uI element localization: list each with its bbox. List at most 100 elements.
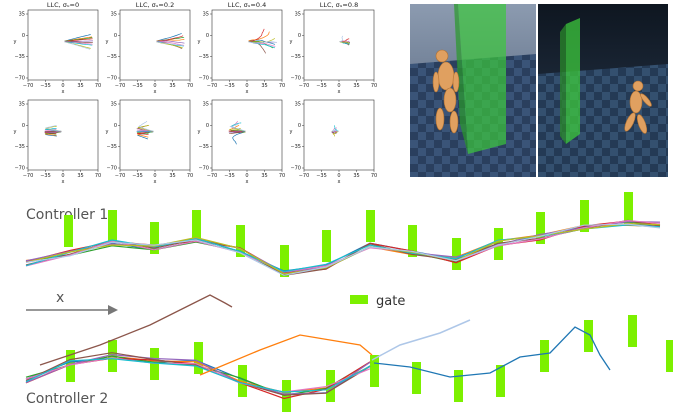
trajectory-line: [232, 131, 246, 145]
gate: [540, 340, 549, 372]
y-tick-label: −35: [198, 144, 209, 150]
controller-2-trajectory: [25, 357, 371, 393]
y-tick-label: −70: [198, 166, 209, 172]
gate-wall: [566, 18, 580, 144]
character-figure: [624, 80, 652, 134]
y-axis-label: y: [198, 39, 201, 45]
gate: [412, 362, 421, 394]
trajectory-line: [156, 33, 182, 42]
controller-2-trajectory: [371, 319, 471, 361]
y-axis-label: y: [14, 39, 17, 45]
x-axis-label: x: [338, 89, 341, 95]
trajectory-panel-r2-c4: −70 −35 0 35 70 35 0 −35 −70 x y: [290, 99, 377, 185]
x-axis-label: x: [154, 179, 157, 185]
trajectory-line: [64, 38, 93, 42]
trajectory-panel-r2-c3: −70 −35 0 35 70 35 0 −35 −70 x y: [198, 99, 285, 185]
gate: [408, 225, 417, 257]
y-tick-label: 0: [298, 123, 301, 129]
character-figure: [432, 49, 460, 134]
y-tick-label: 0: [114, 33, 117, 39]
x-tick-label: −35: [224, 83, 235, 89]
x-tick-label: 0: [153, 173, 156, 179]
gate: [628, 315, 637, 347]
y-axis-label: y: [290, 129, 293, 135]
y-tick-label: −35: [290, 54, 301, 60]
x-tick-label: 0: [61, 83, 64, 89]
controller-2-label: Controller 2: [26, 391, 108, 407]
x-tick-label: 0: [245, 83, 248, 89]
trajectory-line: [332, 131, 339, 137]
trajectory-line: [64, 41, 93, 44]
x-tick-label: 0: [61, 173, 64, 179]
gate: [666, 340, 673, 372]
x-tick-label: 35: [169, 173, 175, 179]
gate: [536, 212, 545, 244]
y-tick-label: 35: [295, 12, 301, 18]
y-tick-label: −70: [198, 76, 209, 82]
trajectory-line: [64, 34, 91, 42]
x-axis-label: x: [154, 89, 157, 95]
y-tick-label: −35: [106, 54, 117, 60]
y-tick-label: −35: [14, 54, 25, 60]
y-tick-label: −70: [290, 166, 301, 172]
direction-arrow: [26, 305, 118, 315]
x-tick-label: 35: [261, 173, 267, 179]
panel-title: LLC, σᵤ=0: [47, 1, 79, 9]
y-tick-label: 0: [114, 123, 117, 129]
trajectory-line: [334, 125, 339, 132]
x-tick-label: 35: [77, 173, 83, 179]
y-tick-label: −70: [290, 76, 301, 82]
trajectory-panel-r2-c1: −70 −35 0 35 70 35 0 −35 −70 x y: [14, 99, 101, 185]
y-tick-label: −70: [106, 166, 117, 172]
trajectory-panel-r1-c2: LLC, σᵤ=0.2 −70 −35 0 35 70 35 0 −35 −70 x y: [106, 1, 194, 95]
y-tick-label: 35: [203, 102, 209, 108]
y-tick-label: 0: [206, 123, 209, 129]
y-tick-label: 0: [22, 33, 25, 39]
gate: [194, 342, 203, 374]
x-tick-label: 0: [337, 83, 340, 89]
trajectory-line: [248, 28, 265, 42]
gate: [236, 225, 245, 257]
x-tick-label: −70: [299, 173, 310, 179]
y-tick-label: 35: [295, 102, 301, 108]
x-tick-label: −35: [224, 173, 235, 179]
x-tick-label: 70: [187, 83, 193, 89]
x-tick-label: −70: [207, 83, 218, 89]
gate: [624, 192, 633, 224]
x-tick-label: 0: [337, 173, 340, 179]
x-tick-label: −70: [299, 83, 310, 89]
x-tick-label: −70: [23, 83, 34, 89]
x-tick-label: −70: [207, 173, 218, 179]
x-tick-label: 70: [95, 83, 101, 89]
controller-2-trajectory: [373, 326, 611, 378]
x-tick-label: 0: [245, 173, 248, 179]
x-tick-label: −35: [132, 173, 143, 179]
x-tick-label: −35: [316, 173, 327, 179]
x-axis-label: x: [246, 179, 249, 185]
character-render-view-1: [410, 4, 536, 177]
trajectory-panel-r1-c1: LLC, σᵤ=0 −70 −35 0 35 70 35 0 −35 −70 x y: [14, 1, 102, 95]
trajectory-line: [156, 38, 185, 42]
gate: [150, 348, 159, 380]
y-tick-label: 35: [19, 12, 25, 18]
y-tick-label: 0: [298, 33, 301, 39]
gate: [496, 365, 505, 397]
trajectory-line: [64, 41, 91, 50]
y-tick-label: −70: [14, 76, 25, 82]
x-tick-label: −70: [23, 173, 34, 179]
gate-wall: [458, 4, 506, 154]
direction-label: x: [56, 290, 64, 306]
x-axis-label: x: [62, 179, 65, 185]
gate: [192, 210, 201, 242]
x-tick-label: 35: [353, 83, 359, 89]
x-tick-label: −35: [316, 83, 327, 89]
x-tick-label: −35: [40, 173, 51, 179]
x-tick-label: 70: [279, 83, 285, 89]
y-tick-label: −35: [290, 144, 301, 150]
controller-paths-figure: Controller 1 Controller 2 x gate: [25, 192, 673, 412]
x-tick-label: 70: [279, 173, 285, 179]
y-tick-label: 35: [111, 12, 117, 18]
y-tick-label: 35: [19, 102, 25, 108]
trajectory-panel-r1-c4: LLC, σᵤ=0.8 −70 −35 0 35 70 35 0 −35 −70 x y: [290, 1, 378, 95]
